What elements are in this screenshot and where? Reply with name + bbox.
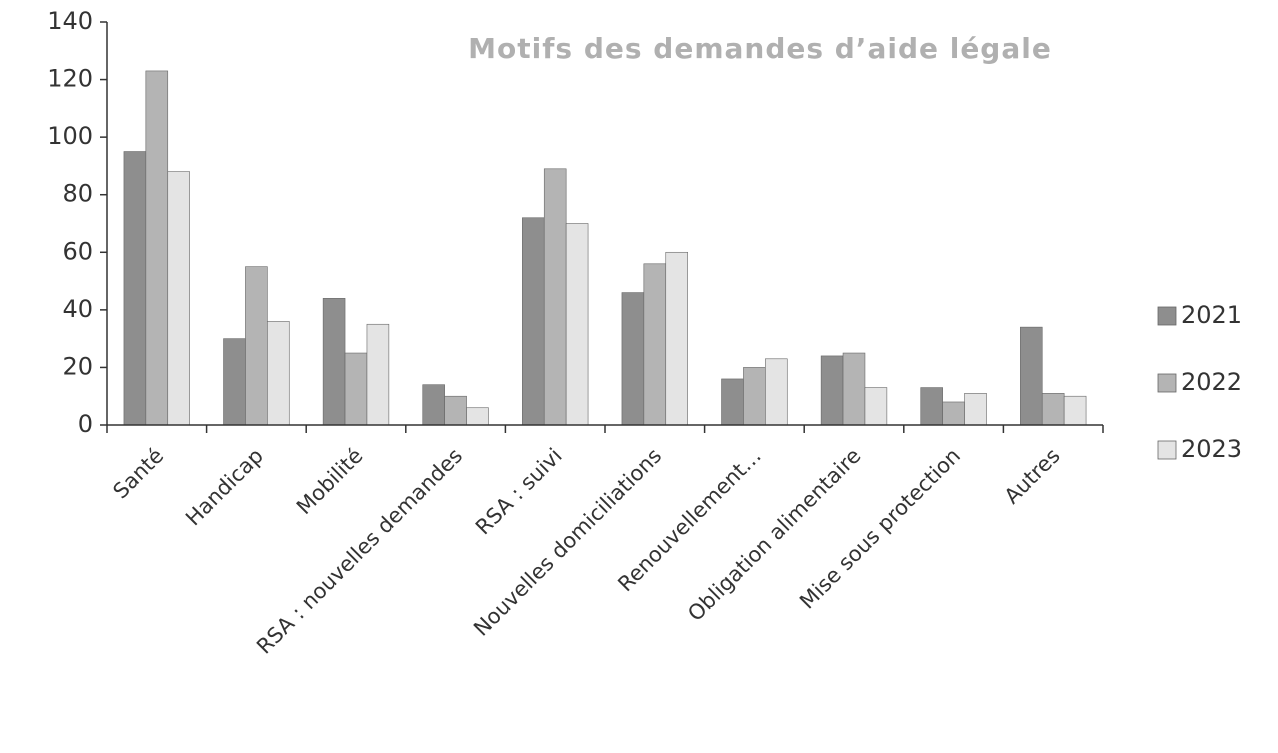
x-tick-label: Autres bbox=[1000, 444, 1065, 509]
y-tick-label: 20 bbox=[62, 352, 93, 380]
bar bbox=[167, 171, 190, 426]
bar bbox=[1020, 326, 1043, 426]
bar bbox=[245, 266, 268, 426]
bar bbox=[565, 223, 589, 426]
bar bbox=[366, 323, 390, 426]
bar bbox=[422, 384, 445, 426]
y-tick-label: 140 bbox=[47, 7, 93, 35]
legend-swatch bbox=[1157, 373, 1177, 393]
bar bbox=[964, 393, 987, 426]
bar bbox=[621, 292, 645, 426]
bar bbox=[267, 321, 290, 426]
y-tick-label: 100 bbox=[47, 122, 93, 150]
bar bbox=[820, 355, 844, 426]
x-tick-label: RSA : suivi bbox=[471, 444, 567, 540]
bar bbox=[864, 387, 888, 426]
legend-swatch bbox=[1157, 440, 1177, 460]
legend-label: 2021 bbox=[1181, 301, 1242, 329]
bar bbox=[721, 378, 744, 426]
bar bbox=[743, 367, 766, 426]
y-tick-label: 60 bbox=[62, 237, 93, 265]
bar bbox=[765, 358, 788, 426]
bar bbox=[1041, 393, 1065, 426]
x-tick-label: Mobilité bbox=[292, 444, 368, 520]
bar bbox=[322, 298, 346, 426]
bar bbox=[665, 251, 688, 426]
bar bbox=[522, 217, 545, 426]
bar bbox=[145, 70, 169, 426]
y-tick-label: 0 bbox=[78, 410, 93, 438]
bar bbox=[942, 401, 965, 426]
x-tick-label: RSA : nouvelles demandes bbox=[252, 444, 467, 659]
y-tick-label: 40 bbox=[62, 295, 93, 323]
y-tick-label: 80 bbox=[62, 180, 93, 208]
bar bbox=[223, 338, 246, 426]
y-tick-label: 120 bbox=[47, 65, 93, 93]
x-tick-label: Obligation alimentaire bbox=[683, 444, 865, 626]
bar bbox=[643, 263, 667, 426]
bar bbox=[543, 168, 567, 426]
legend-label: 2023 bbox=[1181, 435, 1242, 463]
bar bbox=[344, 352, 368, 426]
x-tick-label: Mise sous protection bbox=[795, 444, 965, 614]
x-tick-label: Santé bbox=[108, 444, 168, 504]
legend-swatch bbox=[1157, 306, 1177, 326]
x-tick-label: Nouvelles domiciliations bbox=[469, 444, 666, 641]
x-tick-label: Handicap bbox=[181, 444, 268, 531]
bar bbox=[466, 407, 489, 426]
bar bbox=[920, 387, 943, 426]
bar bbox=[842, 352, 866, 426]
bar bbox=[1063, 395, 1087, 426]
bar bbox=[444, 395, 467, 426]
legend-label: 2022 bbox=[1181, 368, 1242, 396]
chart-title: Motifs des demandes d’aide légale bbox=[468, 32, 1052, 65]
bar bbox=[123, 151, 147, 426]
